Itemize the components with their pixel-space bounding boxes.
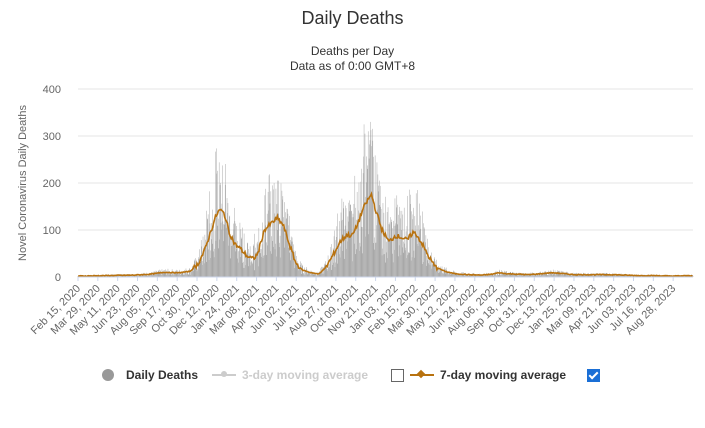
y-tick-label: 200 [43,178,61,190]
y-tick-label: 300 [43,131,61,143]
seven-day-average-line [77,191,693,278]
chart-subtitle-line1: Deaths per Day [310,44,395,58]
legend-label-3day-average: 3-day moving average [242,368,369,382]
chart-subtitle-line2: Data as of 0:00 GMT+8 [289,59,416,73]
daily-deaths-chart: 0 100 200 300 400 Novel Coronavirus Daily De… [17,84,694,338]
y-axis-label: Novel Coronavirus Daily Deaths [17,105,29,261]
legend-item-daily-deaths[interactable]: Daily Deaths [96,365,198,385]
legend-item-7day-average[interactable]: 7-day moving average [410,365,566,385]
y-tick-label: 0 [55,272,61,284]
legend-label-daily-deaths: Daily Deaths [126,368,199,382]
legend-label-7day-average: 7-day moving average [440,368,567,382]
three-day-average-checkbox[interactable] [391,369,404,382]
daily-deaths-legend-symbol [96,368,120,382]
three-day-average-legend-symbol [212,368,236,382]
chart-legend: Daily Deaths 3-day moving average 7-day … [0,365,705,387]
y-axis-tick-labels: 0 100 200 300 400 [43,84,61,284]
seven-day-average-checkbox[interactable] [587,369,600,382]
y-tick-label: 400 [43,84,61,96]
seven-day-average-legend-symbol [410,368,434,382]
y-tick-label: 100 [43,225,61,237]
chart-title: Daily Deaths [301,8,404,28]
legend-item-3day-average[interactable]: 3-day moving average [212,365,368,385]
daily-deaths-bars [77,121,694,278]
